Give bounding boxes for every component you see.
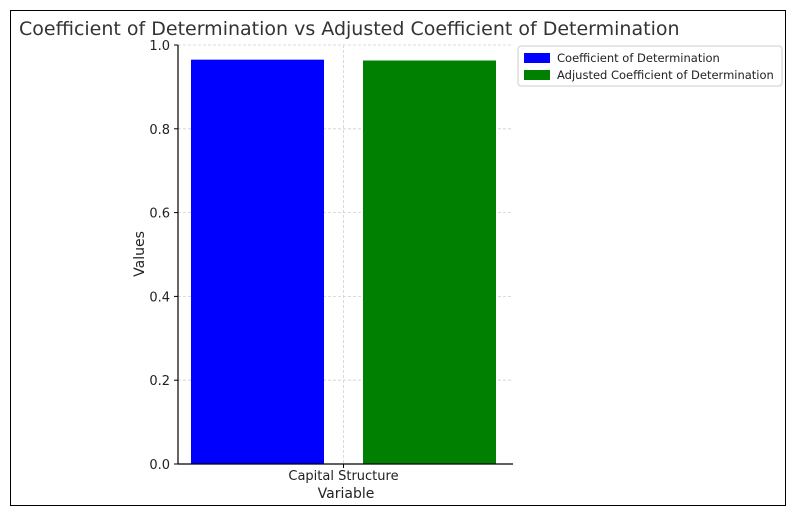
y-tick-label: 0.2 [149,374,170,389]
y-tick-label: 0.8 [149,123,170,138]
bar-coefficient-of-determination [191,59,324,464]
legend-box [517,45,783,87]
chart-title: Coefficient of Determination vs Adjusted… [19,18,680,40]
bars [191,59,496,465]
chart-frame [10,10,786,506]
x-tick-label: Capital Structure [288,469,398,484]
legend-swatch [524,70,550,80]
y-tick-label: 1.0 [149,39,170,54]
y-ticks: 0.0 0.2 0.4 0.6 0.8 1.0 [149,39,178,473]
legend-label: Adjusted Coefficient of Determination [557,68,774,82]
bar-adjusted-coefficient-of-determination [363,60,496,465]
y-tick-label: 0.0 [149,458,170,473]
y-tick-label: 0.6 [149,207,170,222]
x-ticks: Capital Structure [288,464,399,484]
legend-label: Coefficient of Determination [557,51,720,65]
x-axis-label: Variable [318,486,375,502]
legend: Coefficient of Determination Adjusted Coe… [517,45,783,87]
legend-swatch [524,53,550,63]
y-tick-label: 0.4 [149,290,170,305]
y-axis-label: Values [132,231,148,277]
